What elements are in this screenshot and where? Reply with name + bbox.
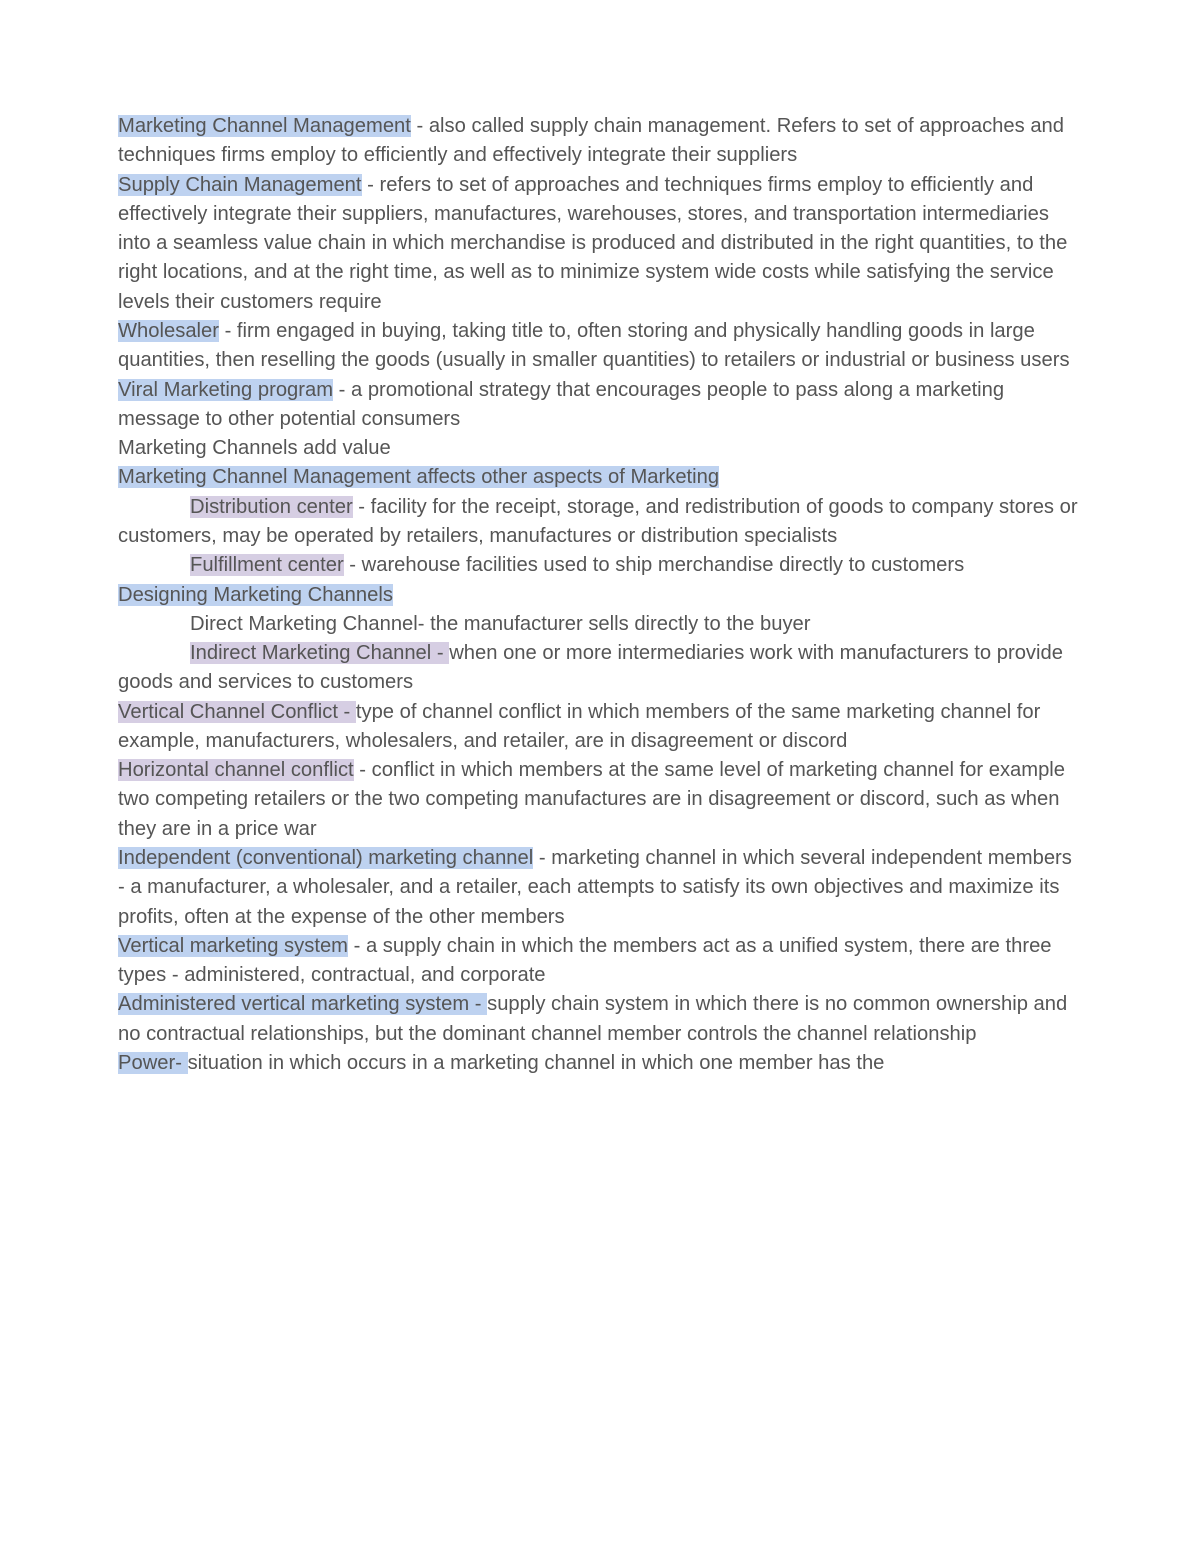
term-independent-marketing-channel: Independent (conventional) marketing cha… xyxy=(118,847,533,869)
definition-entry: Administered vertical marketing system -… xyxy=(118,990,1082,1049)
definition-text: - firm engaged in buying, taking title t… xyxy=(118,320,1070,371)
definition-entry: Direct Marketing Channel- the manufactur… xyxy=(118,610,1082,639)
term-power: Power- xyxy=(118,1052,188,1074)
definition-entry: Indirect Marketing Channel - when one or… xyxy=(118,639,1082,698)
term-horizontal-channel-conflict: Horizontal channel conflict xyxy=(118,759,354,781)
term-vertical-channel-conflict: Vertical Channel Conflict - xyxy=(118,701,356,723)
term-administered-vertical-marketing-system: Administered vertical marketing system - xyxy=(118,993,487,1015)
definition-entry: Marketing Channel Management - also call… xyxy=(118,112,1082,171)
term-direct-marketing-channel: Direct Marketing Channel- xyxy=(190,613,425,635)
term-viral-marketing-program: Viral Marketing program xyxy=(118,379,333,401)
heading-designing-marketing-channels: Designing Marketing Channels xyxy=(118,584,393,606)
statement-line: Marketing Channels add value xyxy=(118,434,1082,463)
definition-entry: Independent (conventional) marketing cha… xyxy=(118,844,1082,932)
definition-entry: Supply Chain Management - refers to set … xyxy=(118,171,1082,317)
definition-entry: Vertical Channel Conflict - type of chan… xyxy=(118,698,1082,757)
term-supply-chain-management: Supply Chain Management xyxy=(118,174,362,196)
definition-entry: Viral Marketing program - a promotional … xyxy=(118,376,1082,435)
document-page: Marketing Channel Management - also call… xyxy=(0,0,1200,1138)
definition-text: situation in which occurs in a marketing… xyxy=(188,1052,885,1074)
statement-text: Marketing Channels add value xyxy=(118,437,391,459)
term-wholesaler: Wholesaler xyxy=(118,320,219,342)
definition-entry: Fulfillment center - warehouse facilitie… xyxy=(118,551,1082,580)
definition-entry: Distribution center - facility for the r… xyxy=(118,493,1082,552)
definition-entry: Vertical marketing system - a supply cha… xyxy=(118,932,1082,991)
term-vertical-marketing-system: Vertical marketing system xyxy=(118,935,348,957)
definition-text: - warehouse facilities used to ship merc… xyxy=(344,554,964,576)
term-marketing-channel-management: Marketing Channel Management xyxy=(118,115,411,137)
statement-highlighted: Marketing Channel Management affects oth… xyxy=(118,466,719,488)
statement-line: Marketing Channel Management affects oth… xyxy=(118,463,1082,492)
term-fulfillment-center: Fulfillment center xyxy=(190,554,344,576)
definition-entry: Wholesaler - firm engaged in buying, tak… xyxy=(118,317,1082,376)
term-indirect-marketing-channel: Indirect Marketing Channel - xyxy=(190,642,449,664)
definition-entry: Power- situation in which occurs in a ma… xyxy=(118,1049,1082,1078)
section-heading: Designing Marketing Channels xyxy=(118,581,1082,610)
definition-text: the manufacturer sells directly to the b… xyxy=(425,613,811,635)
term-distribution-center: Distribution center xyxy=(190,496,353,518)
definition-entry: Horizontal channel conflict - conflict i… xyxy=(118,756,1082,844)
